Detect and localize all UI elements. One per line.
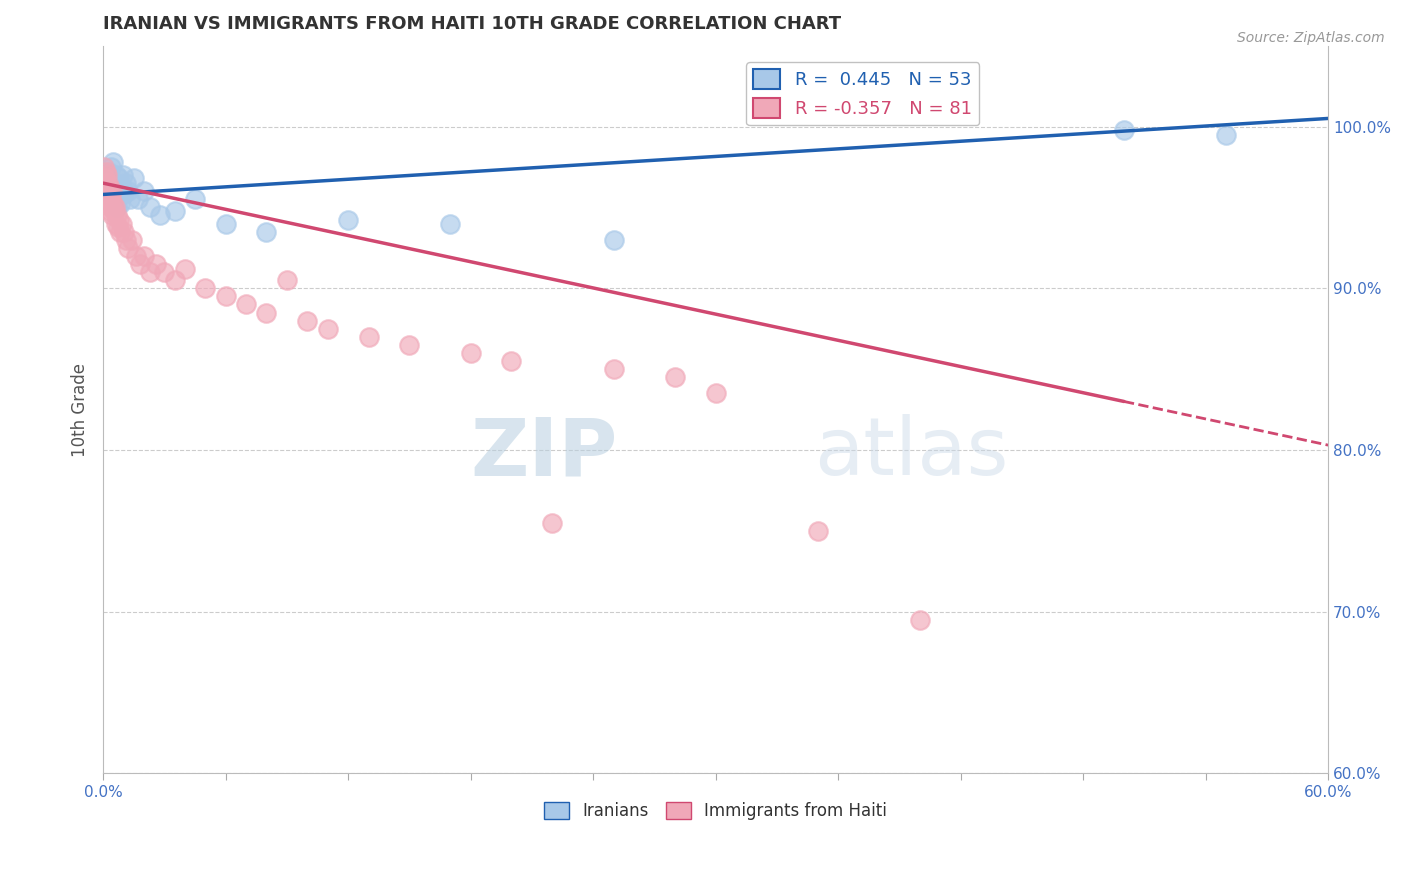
Point [105, 168, 128, 182]
Point [541, 516, 564, 530]
Point [98, 165, 121, 179]
Point [108, 171, 131, 186]
Point [256, 305, 278, 319]
Point [96, 168, 118, 182]
Point [100, 160, 122, 174]
Point [908, 613, 931, 627]
Point [114, 233, 136, 247]
Point [112, 225, 135, 239]
Point [105, 217, 128, 231]
Point [602, 233, 624, 247]
Point [110, 225, 132, 239]
Point [807, 524, 830, 538]
Point [101, 209, 124, 223]
Point [256, 225, 278, 239]
Point [93, 160, 115, 174]
Text: ZIP: ZIP [471, 414, 617, 492]
Point [121, 233, 143, 247]
Point [100, 192, 122, 206]
Point [101, 184, 124, 198]
Point [316, 321, 339, 335]
Point [103, 192, 125, 206]
Point [103, 155, 125, 169]
Point [100, 184, 122, 198]
Point [184, 192, 207, 206]
Point [94, 165, 117, 179]
Point [149, 209, 172, 223]
Point [98, 181, 121, 195]
Point [97, 184, 120, 198]
Point [96, 187, 118, 202]
Point [297, 313, 319, 327]
Point [163, 273, 186, 287]
Point [235, 297, 257, 311]
Point [108, 213, 131, 227]
Point [97, 171, 120, 186]
Point [114, 176, 136, 190]
Point [107, 201, 129, 215]
Text: Source: ZipAtlas.com: Source: ZipAtlas.com [1237, 31, 1385, 45]
Point [398, 338, 420, 352]
Legend: Iranians, Immigrants from Haiti: Iranians, Immigrants from Haiti [537, 796, 894, 827]
Point [214, 217, 236, 231]
Point [602, 362, 624, 376]
Point [107, 184, 129, 198]
Point [117, 241, 139, 255]
Point [98, 192, 121, 206]
Point [145, 257, 167, 271]
Point [96, 168, 118, 182]
Point [94, 176, 117, 190]
Text: atlas: atlas [814, 414, 1008, 492]
Point [107, 209, 129, 223]
Point [94, 171, 117, 186]
Point [97, 176, 120, 190]
Point [357, 330, 380, 344]
Point [132, 249, 155, 263]
Point [214, 289, 236, 303]
Point [153, 265, 176, 279]
Point [117, 184, 139, 198]
Point [173, 261, 195, 276]
Point [127, 192, 149, 206]
Point [107, 219, 129, 234]
Point [194, 281, 217, 295]
Point [103, 197, 125, 211]
Point [110, 197, 132, 211]
Point [1112, 122, 1135, 136]
Point [112, 187, 135, 202]
Point [96, 176, 118, 190]
Text: IRANIAN VS IMMIGRANTS FROM HAITI 10TH GRADE CORRELATION CHART: IRANIAN VS IMMIGRANTS FROM HAITI 10TH GR… [103, 15, 841, 33]
Point [98, 181, 121, 195]
Point [664, 370, 686, 384]
Point [128, 257, 150, 271]
Point [132, 184, 155, 198]
Point [139, 265, 162, 279]
Y-axis label: 10th Grade: 10th Grade [72, 362, 89, 457]
Point [110, 217, 132, 231]
Point [337, 213, 360, 227]
Point [100, 201, 122, 215]
Point [139, 201, 162, 215]
Point [104, 201, 127, 215]
Point [439, 217, 461, 231]
Point [96, 187, 118, 202]
Point [111, 168, 134, 182]
Point [704, 386, 727, 401]
Point [163, 203, 186, 218]
Point [103, 203, 125, 218]
Point [501, 354, 523, 368]
Point [276, 273, 298, 287]
Point [125, 249, 148, 263]
Point [118, 192, 141, 206]
Point [460, 346, 482, 360]
Point [98, 203, 121, 218]
Point [110, 181, 132, 195]
Point [1215, 128, 1237, 142]
Point [122, 171, 145, 186]
Point [104, 176, 127, 190]
